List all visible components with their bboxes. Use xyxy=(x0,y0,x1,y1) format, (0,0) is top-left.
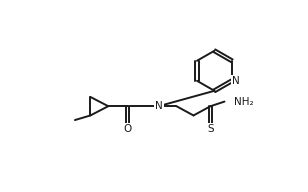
Text: N: N xyxy=(155,101,163,111)
Text: S: S xyxy=(207,124,214,134)
Text: NH₂: NH₂ xyxy=(234,97,253,107)
Text: O: O xyxy=(124,124,132,134)
Text: N: N xyxy=(232,76,240,86)
